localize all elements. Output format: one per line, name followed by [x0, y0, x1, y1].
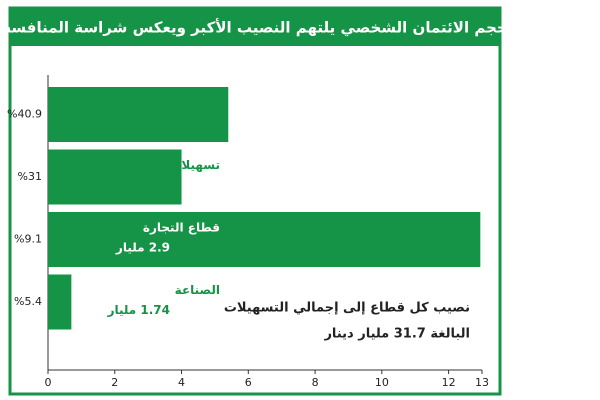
note: البالغة 31.7 مليار دينار — [323, 327, 470, 342]
bar — [48, 87, 229, 142]
percent-label: %9.1 — [14, 233, 42, 246]
amount-label: 12.97 مليار — [98, 116, 170, 130]
x-tick-label: 12 — [442, 376, 456, 389]
note: نصيب كل قطاع إلى إجمالي التسهيلات — [224, 301, 470, 316]
x-tick-label: 4 — [178, 376, 185, 389]
x-tick-label: 0 — [45, 376, 52, 389]
x-tick-label: 6 — [245, 376, 252, 389]
x-tick-label: 10 — [375, 376, 389, 389]
amount-label: 1.74 مليار — [107, 303, 170, 317]
percent-label: %40.9 — [7, 108, 42, 121]
percent-label: %31 — [18, 170, 42, 183]
chart-title: حجم الائتمان الشخصي يلتهم النصيب الأكبر … — [2, 19, 507, 37]
amount-label: 2.9 مليار — [115, 241, 170, 255]
bar — [48, 149, 182, 205]
bar — [48, 274, 72, 330]
category-label: التسهيلات الشخصية للأفراد — [59, 95, 220, 110]
category-label: قطاع التجارة — [143, 221, 220, 235]
category-label: تسهيلات القطاع العقاري — [73, 158, 220, 172]
x-tick-label: 8 — [312, 376, 319, 389]
category-label: الصناعة — [175, 283, 220, 297]
title-banner — [10, 8, 500, 46]
x-tick-label: 13 — [475, 376, 489, 389]
x-tick-label: 2 — [111, 376, 118, 389]
bar — [48, 212, 481, 267]
amount-label: 9.8 مليارات — [100, 178, 170, 192]
percent-label: %5.4 — [14, 295, 42, 308]
